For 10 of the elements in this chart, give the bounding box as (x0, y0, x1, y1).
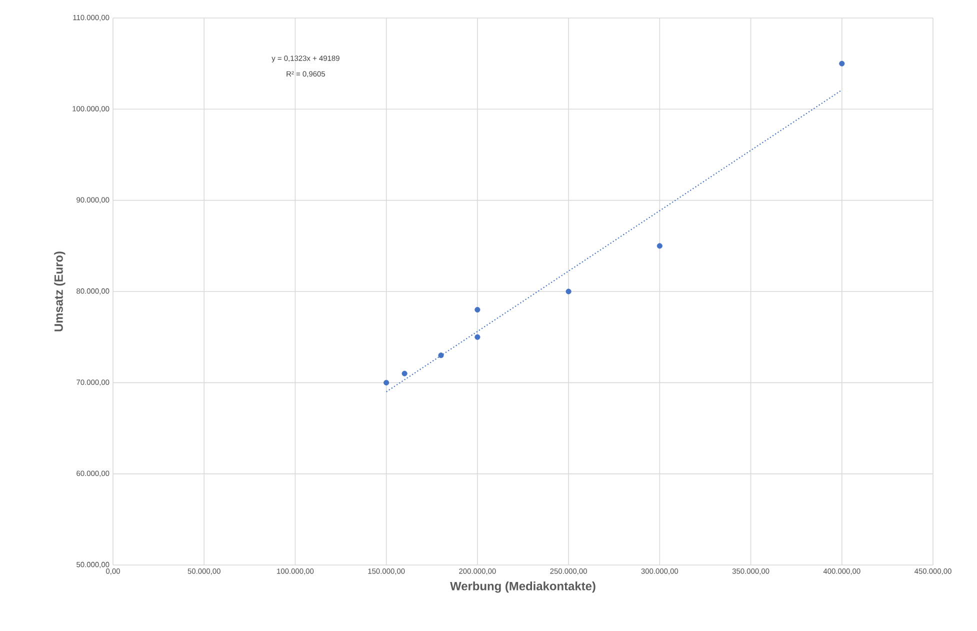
point (839, 60, 845, 66)
point (402, 370, 408, 376)
point (474, 306, 480, 313)
point (656, 243, 662, 249)
y-axis-title: Umsatz (Euro) (54, 252, 66, 332)
point (384, 380, 390, 386)
point (566, 288, 572, 294)
x-axis-title: Werbung (Mediakontakte) (450, 582, 596, 593)
point (438, 352, 444, 358)
point (474, 334, 480, 340)
